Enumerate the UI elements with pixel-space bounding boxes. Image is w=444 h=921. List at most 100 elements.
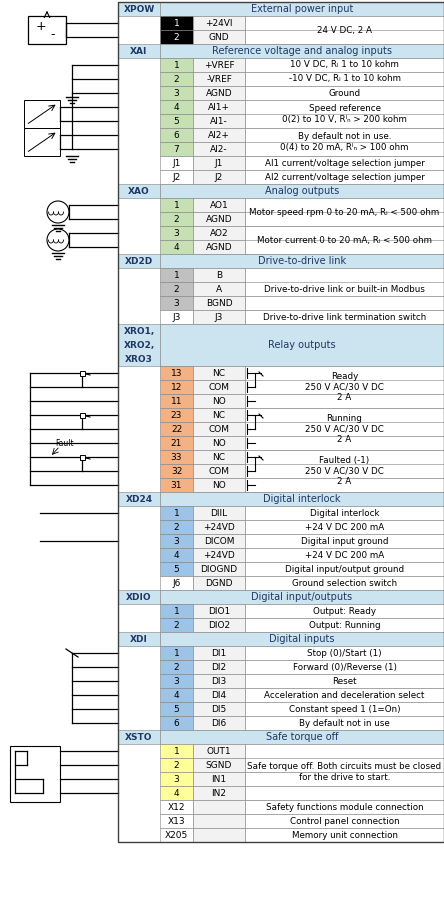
Text: Digital input/output ground: Digital input/output ground [285, 565, 404, 574]
Text: XRO1,: XRO1, [123, 327, 155, 335]
Text: 2: 2 [174, 522, 179, 531]
Text: A: A [216, 285, 222, 294]
Bar [193, 72, 245, 86]
Text: By default not in use.
0(4) to 20 mA, Rᴵₙ > 100 ohm: By default not in use. 0(4) to 20 mA, Rᴵ… [280, 133, 409, 152]
Text: X205: X205 [165, 831, 188, 840]
Bar [193, 16, 245, 30]
Bar [193, 58, 245, 72]
Bar [193, 394, 245, 408]
Bar [160, 296, 193, 310]
Bar [118, 254, 160, 268]
Bar [160, 464, 193, 478]
Bar [193, 562, 245, 576]
Bar [160, 30, 193, 44]
Text: Memory unit connection: Memory unit connection [292, 831, 397, 840]
Bar [245, 520, 444, 534]
Bar [193, 786, 245, 800]
Text: NC: NC [213, 452, 226, 461]
Text: Digital inputs: Digital inputs [269, 634, 335, 644]
Bar [193, 170, 245, 184]
Text: J2: J2 [215, 172, 223, 181]
Bar [160, 632, 444, 646]
Bar [160, 506, 193, 520]
Bar [193, 128, 245, 142]
Bar [160, 660, 193, 674]
Bar [245, 618, 444, 632]
Text: XDIO: XDIO [126, 592, 152, 601]
Text: -: - [51, 28, 55, 41]
Text: J3: J3 [172, 312, 181, 321]
Text: Drive-to-drive link or built-in Modbus: Drive-to-drive link or built-in Modbus [264, 285, 425, 294]
Bar [193, 380, 245, 394]
Text: NC: NC [213, 368, 226, 378]
Bar [193, 30, 245, 44]
Text: Reference voltage and analog inputs: Reference voltage and analog inputs [212, 46, 392, 56]
Bar [193, 716, 245, 730]
Bar [245, 30, 444, 44]
Bar [160, 520, 193, 534]
Text: Running
250 V AC/30 V DC
2 A: Running 250 V AC/30 V DC 2 A [305, 414, 384, 444]
Text: 31: 31 [171, 481, 182, 489]
Bar [193, 366, 245, 380]
Bar [193, 744, 245, 758]
Text: Ground: Ground [329, 88, 361, 98]
Text: 1: 1 [174, 61, 179, 69]
Text: 5: 5 [174, 565, 179, 574]
Bar [160, 366, 193, 380]
Text: Motor current 0 to 20 mA, Rₗ < 500 ohm: Motor current 0 to 20 mA, Rₗ < 500 ohm [257, 236, 432, 244]
Text: Digital interlock: Digital interlock [263, 494, 341, 504]
Text: AI2+: AI2+ [208, 131, 230, 139]
Bar [160, 688, 193, 702]
Bar [193, 422, 245, 436]
Bar [193, 674, 245, 688]
Bar [245, 506, 444, 520]
Text: Control panel connection: Control panel connection [289, 817, 399, 825]
Text: GND: GND [209, 32, 229, 41]
Bar [193, 240, 245, 254]
Bar [245, 16, 444, 44]
Text: DI4: DI4 [211, 691, 226, 700]
Text: AO2: AO2 [210, 228, 228, 238]
Text: NO: NO [212, 397, 226, 405]
Text: XD24: XD24 [126, 495, 153, 504]
Text: Fault: Fault [55, 438, 74, 448]
Bar [245, 478, 444, 492]
Text: X12: X12 [168, 802, 185, 811]
Bar [245, 786, 444, 800]
Text: DI6: DI6 [211, 718, 226, 728]
Bar [118, 730, 160, 744]
Text: 1: 1 [174, 747, 179, 755]
Bar [245, 58, 444, 72]
Bar [118, 492, 160, 506]
Text: J1: J1 [172, 158, 181, 168]
Bar [24, 128, 60, 156]
Bar [160, 548, 193, 562]
Bar [245, 702, 444, 716]
Text: Output: Ready: Output: Ready [313, 607, 376, 615]
Bar [160, 156, 193, 170]
Bar [28, 16, 66, 44]
Text: IN1: IN1 [211, 775, 226, 784]
Bar [245, 674, 444, 688]
Text: 2: 2 [174, 662, 179, 671]
Bar [160, 534, 193, 548]
Text: DIO2: DIO2 [208, 621, 230, 629]
Text: 3: 3 [174, 298, 179, 308]
Bar [160, 646, 193, 660]
Text: 4: 4 [174, 788, 179, 798]
Text: Output: Running: Output: Running [309, 621, 381, 629]
Text: +24VI: +24VI [205, 18, 233, 28]
Text: 6: 6 [174, 718, 179, 728]
Bar [160, 786, 193, 800]
Bar [79, 454, 84, 460]
Text: +VREF: +VREF [204, 61, 234, 69]
Text: XAO: XAO [128, 186, 150, 195]
Text: Digital input ground: Digital input ground [301, 537, 388, 545]
Text: By default not in use: By default not in use [299, 718, 390, 728]
Text: 13: 13 [171, 368, 182, 378]
Bar [193, 100, 245, 114]
Bar [160, 450, 193, 464]
Bar [245, 156, 444, 170]
Bar [193, 408, 245, 422]
Text: Safe torque off: Safe torque off [266, 732, 338, 742]
